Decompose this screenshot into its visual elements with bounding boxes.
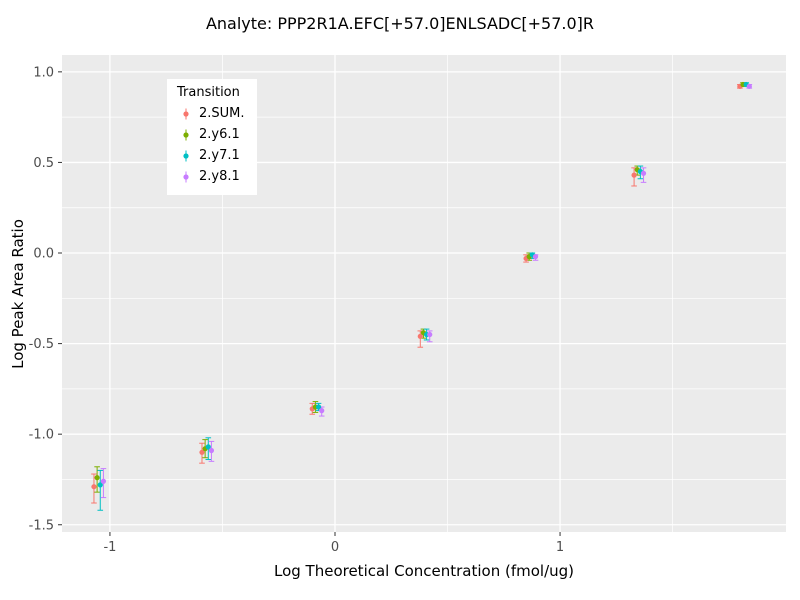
x-axis-title: Log Theoretical Concentration (fmol/ug) [273, 562, 575, 580]
pointrange-icon [183, 150, 189, 161]
data-point [640, 170, 647, 176]
y-tick-label: 0.5 [33, 156, 54, 171]
chart-title: Analyte: PPP2R1A.EFC[+57.0]ENLSADC[+57.0… [205, 14, 595, 33]
legend-entry: 2.y8.1 [177, 166, 245, 187]
legend-entry-label: 2.y6.1 [199, 127, 240, 142]
data-point [91, 484, 97, 490]
data-point [97, 482, 103, 488]
y-tick-label: -1.5 [29, 518, 54, 533]
legend: Transition 2.SUM. 2.y6.1 2.y7.1 2.y8.1 [167, 79, 257, 195]
legend-entry: 2.SUM. [177, 103, 245, 124]
y-axis-title: Log Peak Area Ratio [9, 219, 27, 369]
pointrange-icon [183, 129, 189, 140]
data-point [631, 172, 637, 178]
x-tick-label: 1 [556, 540, 564, 555]
legend-entry: 2.y7.1 [177, 145, 245, 166]
y-tick-label: 1.0 [33, 65, 54, 80]
data-point [315, 404, 322, 410]
x-tick-label: 0 [331, 540, 339, 555]
legend-title: Transition [177, 85, 240, 100]
pointrange-icon [183, 171, 189, 182]
x-tick-label: -1 [103, 540, 116, 555]
data-point [205, 444, 211, 450]
legend-entries: 2.SUM. 2.y6.1 2.y7.1 2.y8.1 [177, 103, 245, 187]
y-tick-label: -1.0 [29, 428, 54, 443]
y-tick-label: -0.5 [29, 337, 54, 352]
pointrange-icon [183, 108, 189, 119]
data-point [427, 331, 433, 338]
data-point [319, 408, 325, 414]
data-point [94, 475, 100, 481]
y-tick-label: 0.0 [33, 247, 54, 262]
legend-entry-label: 2.y7.1 [199, 148, 240, 163]
data-point [417, 333, 423, 339]
legend-entry-label: 2.SUM. [199, 106, 245, 121]
data-point [208, 447, 215, 454]
legend-entry: 2.y6.1 [177, 124, 245, 145]
data-point [199, 449, 205, 455]
data-point [100, 478, 107, 484]
data-point [746, 83, 752, 89]
data-point [532, 254, 539, 260]
legend-entry-label: 2.y8.1 [199, 169, 240, 184]
